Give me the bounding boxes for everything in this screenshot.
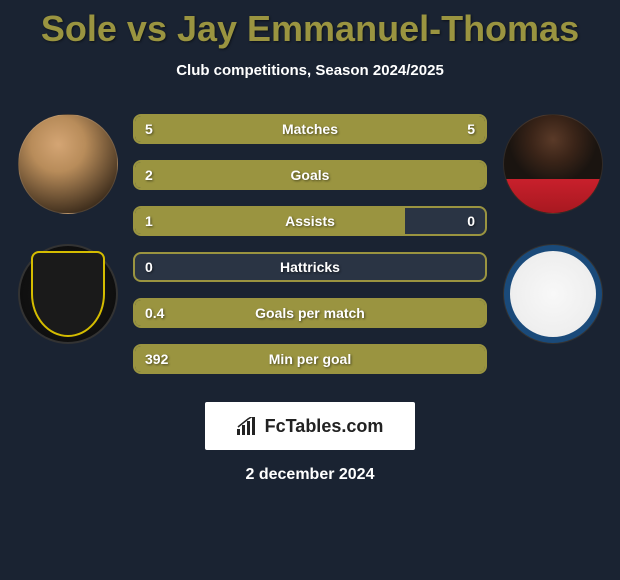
logo-text: FcTables.com (237, 416, 384, 437)
stat-label: Assists (285, 213, 335, 229)
stat-row: 0.4 Goals per match (133, 298, 487, 328)
stat-row: 392 Min per goal (133, 344, 487, 374)
site-logo: FcTables.com (205, 402, 415, 450)
stat-row: 2 Goals (133, 160, 487, 190)
stat-label: Goals per match (255, 305, 365, 321)
stat-value-left: 5 (145, 121, 153, 137)
stat-label: Goals (291, 167, 330, 183)
subtitle: Club competitions, Season 2024/2025 (0, 62, 620, 79)
player-column-right (495, 114, 610, 390)
date-text: 2 december 2024 (0, 466, 620, 484)
stat-value-left: 2 (145, 167, 153, 183)
stat-value-left: 0 (145, 259, 153, 275)
team-badge-left (18, 244, 118, 344)
stat-row: 1 0 Assists (133, 206, 487, 236)
stat-value-left: 392 (145, 351, 168, 367)
stat-label: Min per goal (269, 351, 351, 367)
comparison-area: 5 5 Matches 2 Goals 1 0 Assists 0 Hattricks 0.4 Goa… (0, 114, 620, 390)
stat-label: Hattricks (280, 259, 340, 275)
player-column-left (10, 114, 125, 390)
stat-value-left: 1 (145, 213, 153, 229)
player-photo-left (18, 114, 118, 214)
stat-value-right: 0 (467, 213, 475, 229)
stat-row: 0 Hattricks (133, 252, 487, 282)
logo-label: FcTables.com (265, 416, 384, 437)
bar-fill-left (135, 208, 405, 234)
stat-value-right: 5 (467, 121, 475, 137)
stat-label: Matches (282, 121, 338, 137)
team-badge-right (503, 244, 603, 344)
player-photo-right (503, 114, 603, 214)
chart-icon (237, 417, 259, 435)
page-title: Sole vs Jay Emmanuel-Thomas (0, 0, 620, 50)
stat-value-left: 0.4 (145, 305, 164, 321)
stats-bars: 5 5 Matches 2 Goals 1 0 Assists 0 Hattricks 0.4 Goa… (125, 114, 495, 390)
stat-row: 5 5 Matches (133, 114, 487, 144)
